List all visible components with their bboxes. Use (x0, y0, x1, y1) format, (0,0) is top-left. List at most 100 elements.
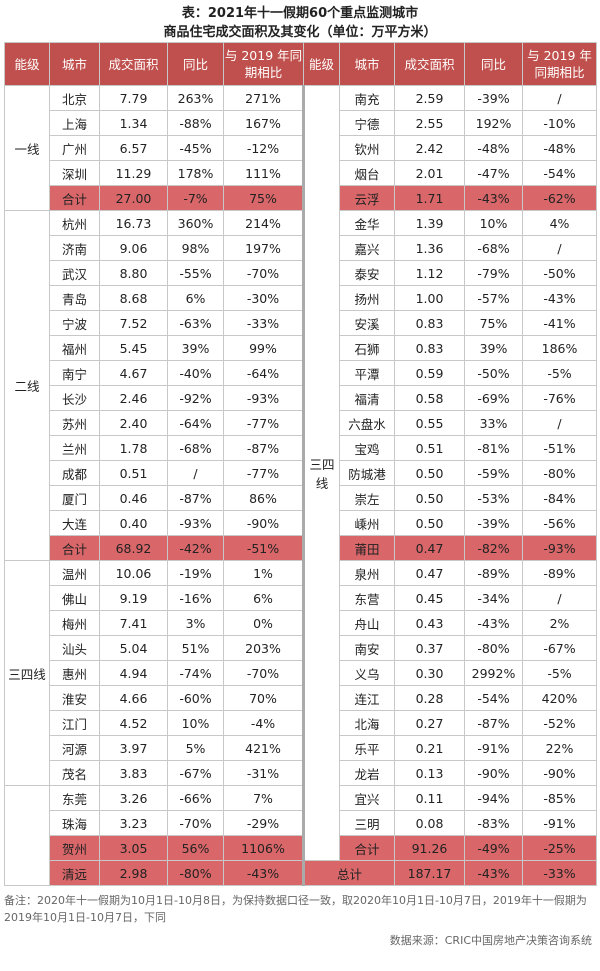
cell: 0.30 (394, 660, 465, 686)
cell: 0.51 (99, 460, 168, 486)
cell: 0.47 (394, 560, 465, 586)
cell: 1106% (223, 835, 305, 861)
cell: 1% (223, 560, 305, 586)
cell: -69% (464, 385, 523, 411)
cell: 192% (464, 110, 523, 136)
cell: 扬州 (339, 285, 395, 311)
cell: -70% (167, 810, 224, 836)
header-cell: 与 2019 年同期相比 (522, 42, 597, 86)
table-row: 上海 1.34 -88% 167% 宁德 2.55 192% -10% (5, 110, 597, 136)
cell: 10% (167, 710, 224, 736)
cell: 0.45 (394, 585, 465, 611)
note: 备注：2020年十一假期为10月1日-10月8日，为保持数据口径一致，取2020… (4, 894, 587, 924)
cell: / (522, 235, 597, 261)
cell: 3.83 (99, 760, 168, 786)
cell: 义乌 (339, 660, 395, 686)
cell: -70% (223, 660, 305, 686)
cell: 厦门 (49, 485, 100, 511)
cell: 长沙 (49, 385, 100, 411)
cell: -39% (464, 85, 523, 111)
subtotal-cell: -33% (522, 860, 597, 886)
cell: -30% (223, 285, 305, 311)
cell: 莆田 (339, 535, 395, 561)
cell: 宁波 (49, 310, 100, 336)
cell: 崇左 (339, 485, 395, 511)
cell: 0.21 (394, 735, 465, 761)
cell: -5% (522, 360, 597, 386)
cell: -4% (223, 710, 305, 736)
cell: 7.79 (99, 85, 168, 111)
cell: 4% (522, 210, 597, 236)
cell: -68% (167, 435, 224, 461)
cell: 0.13 (394, 760, 465, 786)
table-row: 二线 杭州 16.73 360% 214% 金华 1.39 10% 4% (4, 210, 597, 561)
cell: 成都 (49, 460, 100, 486)
subtotal-cell: 187.17 (394, 860, 465, 886)
table-row: 成都 0.51/-77% 防城港 0.50 -59% -80% (5, 460, 597, 486)
cell: 0.11 (394, 785, 465, 811)
cell: -41% (522, 310, 597, 336)
subtotal-cell: 合计 (49, 185, 100, 211)
cell: 214% (223, 210, 305, 236)
cell: -89% (522, 560, 597, 586)
cell: -50% (464, 360, 523, 386)
subtotal-cell: 总计 (303, 860, 395, 886)
table-row: 惠州 4.94 -74% -70% 义乌 0.30 2992% -5% (5, 660, 597, 686)
cell: -87% (464, 710, 523, 736)
header-cell: 能级 (303, 42, 340, 86)
cell: -67% (522, 635, 597, 661)
cell: 9.06 (99, 235, 168, 261)
cell: -64% (167, 410, 224, 436)
table-row: 一线 北京 7.79 263% 271% 三四线 南充 2.59 -39% / (4, 85, 597, 861)
cell: -70% (223, 260, 305, 286)
cell: -59% (464, 460, 523, 486)
cell: -77% (223, 410, 305, 436)
cell: -56% (522, 510, 597, 536)
cell: 泉州 (339, 560, 395, 586)
cell: -84% (522, 485, 597, 511)
cell: 0.43 (394, 610, 465, 636)
cell: -39% (464, 510, 523, 536)
table-body: 一线 北京 7.79 263% 271% 三四线 南充 2.59 -39% / 上海 1.34 -88%… (4, 85, 597, 886)
cell: -79% (464, 260, 523, 286)
cell: -76% (522, 385, 597, 411)
title: 表：2021年十一假期60个重点监测城市 商品住宅成交面积及其变化（单位：万平方… (0, 0, 600, 42)
cell: 东莞 (49, 785, 100, 811)
cell: 泰安 (339, 260, 395, 286)
cell: -87% (223, 435, 305, 461)
cell: 南宁 (49, 360, 100, 386)
table-row: 大连 0.40 -93% -90% 嵊州 0.50 -39% -56% (5, 510, 597, 536)
cell: 1.34 (99, 110, 168, 136)
cell: 嵊州 (339, 510, 395, 536)
cell: -60% (167, 685, 224, 711)
cell: 1.36 (394, 235, 465, 261)
cell: 龙岩 (339, 760, 395, 786)
cell: 33% (464, 410, 523, 436)
cell: -88% (167, 110, 224, 136)
cell: -89% (464, 560, 523, 586)
cell: 0.58 (394, 385, 465, 411)
cell: 7.41 (99, 610, 168, 636)
table-row: 佛山 9.19 -16% 6% 东营 0.45 -34% / (5, 585, 597, 611)
cell: 0.83 (394, 335, 465, 361)
cell: 2.42 (394, 135, 465, 161)
cell: -80% (167, 860, 224, 886)
cell: 江门 (49, 710, 100, 736)
cell: 3% (167, 610, 224, 636)
header-cell: 成交面积 (99, 42, 168, 86)
subtotal-cell: 合计 (49, 535, 100, 561)
table-row: 兰州 1.78 -68% -87% 宝鸡 0.51 -81% -51% (5, 435, 597, 461)
cell: 东营 (339, 585, 395, 611)
cell: -40% (167, 360, 224, 386)
subtotal-cell: 75% (223, 185, 305, 211)
cell: 大连 (49, 510, 100, 536)
cell: 河源 (49, 735, 100, 761)
cell: 0.51 (394, 435, 465, 461)
cell: 0.46 (99, 485, 168, 511)
cell: 上海 (49, 110, 100, 136)
cell: -43% (464, 185, 523, 211)
cell: / (522, 85, 597, 111)
cell: 金华 (339, 210, 395, 236)
cell: 421% (223, 735, 305, 761)
cell: 420% (522, 685, 597, 711)
